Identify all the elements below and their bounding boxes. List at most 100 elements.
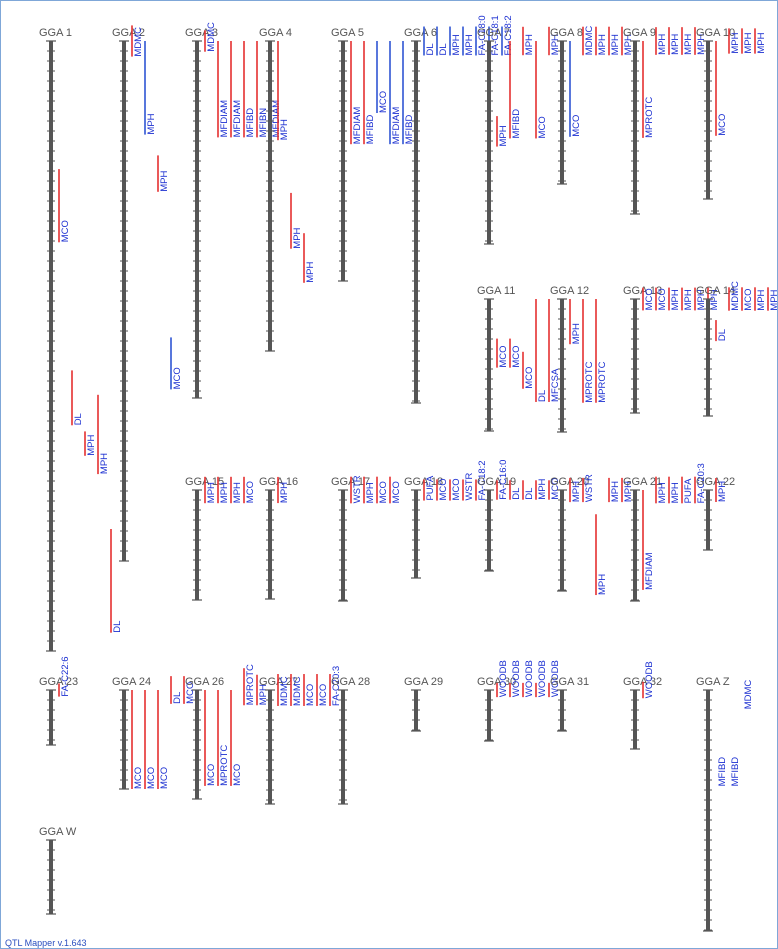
qtl-dl[interactable]: DL [436,26,449,56]
qtl-mph[interactable]: MPH [595,26,608,56]
qtl-mfibd[interactable]: MFIBD [730,757,741,787]
qtl-mph[interactable]: MPH [767,287,778,311]
qtl-mph[interactable]: MPH [97,394,110,475]
qtl-mco[interactable]: MCO [535,41,548,139]
qtl-mph[interactable]: MPH [668,27,681,55]
qtl-mfibd[interactable]: MFIBD [717,757,728,787]
qtl-mph[interactable]: MPH [728,28,741,54]
qtl-mprotc[interactable]: MPROTC [642,41,655,138]
qtl-mdmc[interactable]: MDMC [743,680,754,710]
qtl-mph[interactable]: MPH [715,478,728,502]
qtl-dl[interactable]: DL [535,299,548,402]
qtl-woodb[interactable]: WOODB [522,660,535,698]
qtl-pufa[interactable]: PUFA [681,476,694,504]
qtl-woodb[interactable]: WOODB [642,661,655,699]
qtl-mco[interactable]: MCO [131,690,144,789]
qtl-mph[interactable]: MPH [363,476,376,504]
qtl-mph[interactable]: MPH [522,26,535,56]
qtl-mph[interactable]: MPH [277,41,290,141]
qtl-mco[interactable]: MCO [522,351,535,389]
qtl-mco[interactable]: MCO [389,476,402,504]
qtl-mfdiam[interactable]: MFDIAM [389,41,402,145]
qtl-fa-c20-3[interactable]: FA-C20:3 [329,666,342,706]
qtl-mph[interactable]: MPH [668,287,681,311]
qtl-mdmc[interactable]: MDMC [290,674,303,706]
qtl-fa-c20-3[interactable]: FA-C20:3 [694,463,707,504]
qtl-mdmc[interactable]: MDMC [204,22,217,52]
qtl-mph[interactable]: MPH [681,287,694,311]
qtl-woodb[interactable]: WOODB [548,660,561,698]
qtl-mco[interactable]: MCO [303,674,316,706]
qtl-dl[interactable]: DL [423,26,436,56]
qtl-dl[interactable]: DL [509,480,522,500]
qtl-mprotc[interactable]: MPROTC [595,299,608,403]
qtl-mph[interactable]: MPH [290,192,303,249]
qtl-mco[interactable]: MCO [204,690,217,786]
qtl-dl[interactable]: DL [110,529,123,633]
qtl-mco[interactable]: MCO [230,690,243,786]
qtl-mco[interactable]: MCO [376,41,389,113]
qtl-dl[interactable]: DL [715,320,728,342]
qtl-mco[interactable]: MCO [715,41,728,136]
qtl-pufa[interactable]: PUFA [423,475,436,501]
qtl-mco[interactable]: MCO [642,287,655,311]
qtl-mfibd[interactable]: MFIBD [402,41,415,145]
qtl-mph[interactable]: MPH [569,299,582,345]
qtl-fa-c18-0[interactable]: FA-C18:0 [475,15,488,56]
qtl-woodb[interactable]: WOODB [535,660,548,698]
qtl-mfdiam[interactable]: MFDIAM [230,41,243,138]
qtl-wstr[interactable]: WSTR [582,474,595,503]
qtl-mph[interactable]: MPH [157,155,170,192]
qtl-mph[interactable]: MPH [621,26,634,56]
qtl-mph[interactable]: MPH [256,674,269,706]
qtl-mco[interactable]: MCO [58,169,71,243]
qtl-dl[interactable]: DL [522,480,535,500]
qtl-mco[interactable]: MCO [376,476,389,504]
qtl-mco[interactable]: MCO [144,690,157,789]
qtl-mfdiam[interactable]: MFDIAM [350,41,363,145]
qtl-mco[interactable]: MCO [741,287,754,311]
qtl-fa-c22-6[interactable]: FA-C22:6 [58,656,71,697]
qtl-mph[interactable]: MPH [754,28,767,54]
qtl-mph[interactable]: MPH [548,26,561,56]
qtl-mph[interactable]: MPH [621,477,634,503]
qtl-mph[interactable]: MPH [144,41,157,135]
qtl-mph[interactable]: MPH [496,116,509,147]
qtl-mprotc[interactable]: MPROTC [217,690,230,786]
qtl-mph[interactable]: MPH [535,478,548,500]
qtl-mco[interactable]: MCO [243,476,256,504]
qtl-mco[interactable]: MCO [183,676,196,704]
qtl-mph[interactable]: MPH [84,431,97,456]
qtl-mco[interactable]: MCO [157,690,170,789]
qtl-mph[interactable]: MPH [668,476,681,504]
qtl-woodb[interactable]: WOODB [496,660,509,698]
qtl-woodb[interactable]: WOODB [509,660,522,698]
qtl-mco[interactable]: MCO [548,478,561,500]
qtl-mco[interactable]: MCO [509,338,522,368]
qtl-mco[interactable]: MCO [170,337,183,390]
qtl-mco[interactable]: MCO [569,41,582,137]
qtl-wstr[interactable]: WSTR [462,472,475,501]
qtl-mco[interactable]: MCO [449,478,462,501]
qtl-mph[interactable]: MPH [694,27,707,55]
qtl-mfibd[interactable]: MFIBD [363,41,376,145]
qtl-mph[interactable]: MPH [204,476,217,504]
qtl-mph[interactable]: MPH [449,26,462,56]
qtl-mfdiam[interactable]: MFDIAM [642,490,655,590]
qtl-mph[interactable]: MPH [608,26,621,56]
qtl-mco[interactable]: MCO [316,674,329,706]
qtl-mph[interactable]: MPH [655,476,668,504]
qtl-mph[interactable]: MPH [595,514,608,596]
qtl-wstr[interactable]: WSTR [350,475,363,504]
qtl-mfdiam[interactable]: MFDIAM [217,41,230,138]
qtl-mph[interactable]: MPH [230,476,243,504]
qtl-mph[interactable]: MPH [569,477,582,503]
qtl-mph[interactable]: MPH [277,476,290,504]
qtl-mph[interactable]: MPH [608,477,621,503]
qtl-mco[interactable]: MCO [436,478,449,501]
qtl-mph[interactable]: MPH [681,27,694,55]
qtl-fa-c18-2[interactable]: FA-C18:2 [475,460,488,501]
qtl-mfibn[interactable]: MFIBN [256,41,269,138]
qtl-mph[interactable]: MPH [694,287,707,311]
qtl-mfibd[interactable]: MFIBD [509,41,522,139]
